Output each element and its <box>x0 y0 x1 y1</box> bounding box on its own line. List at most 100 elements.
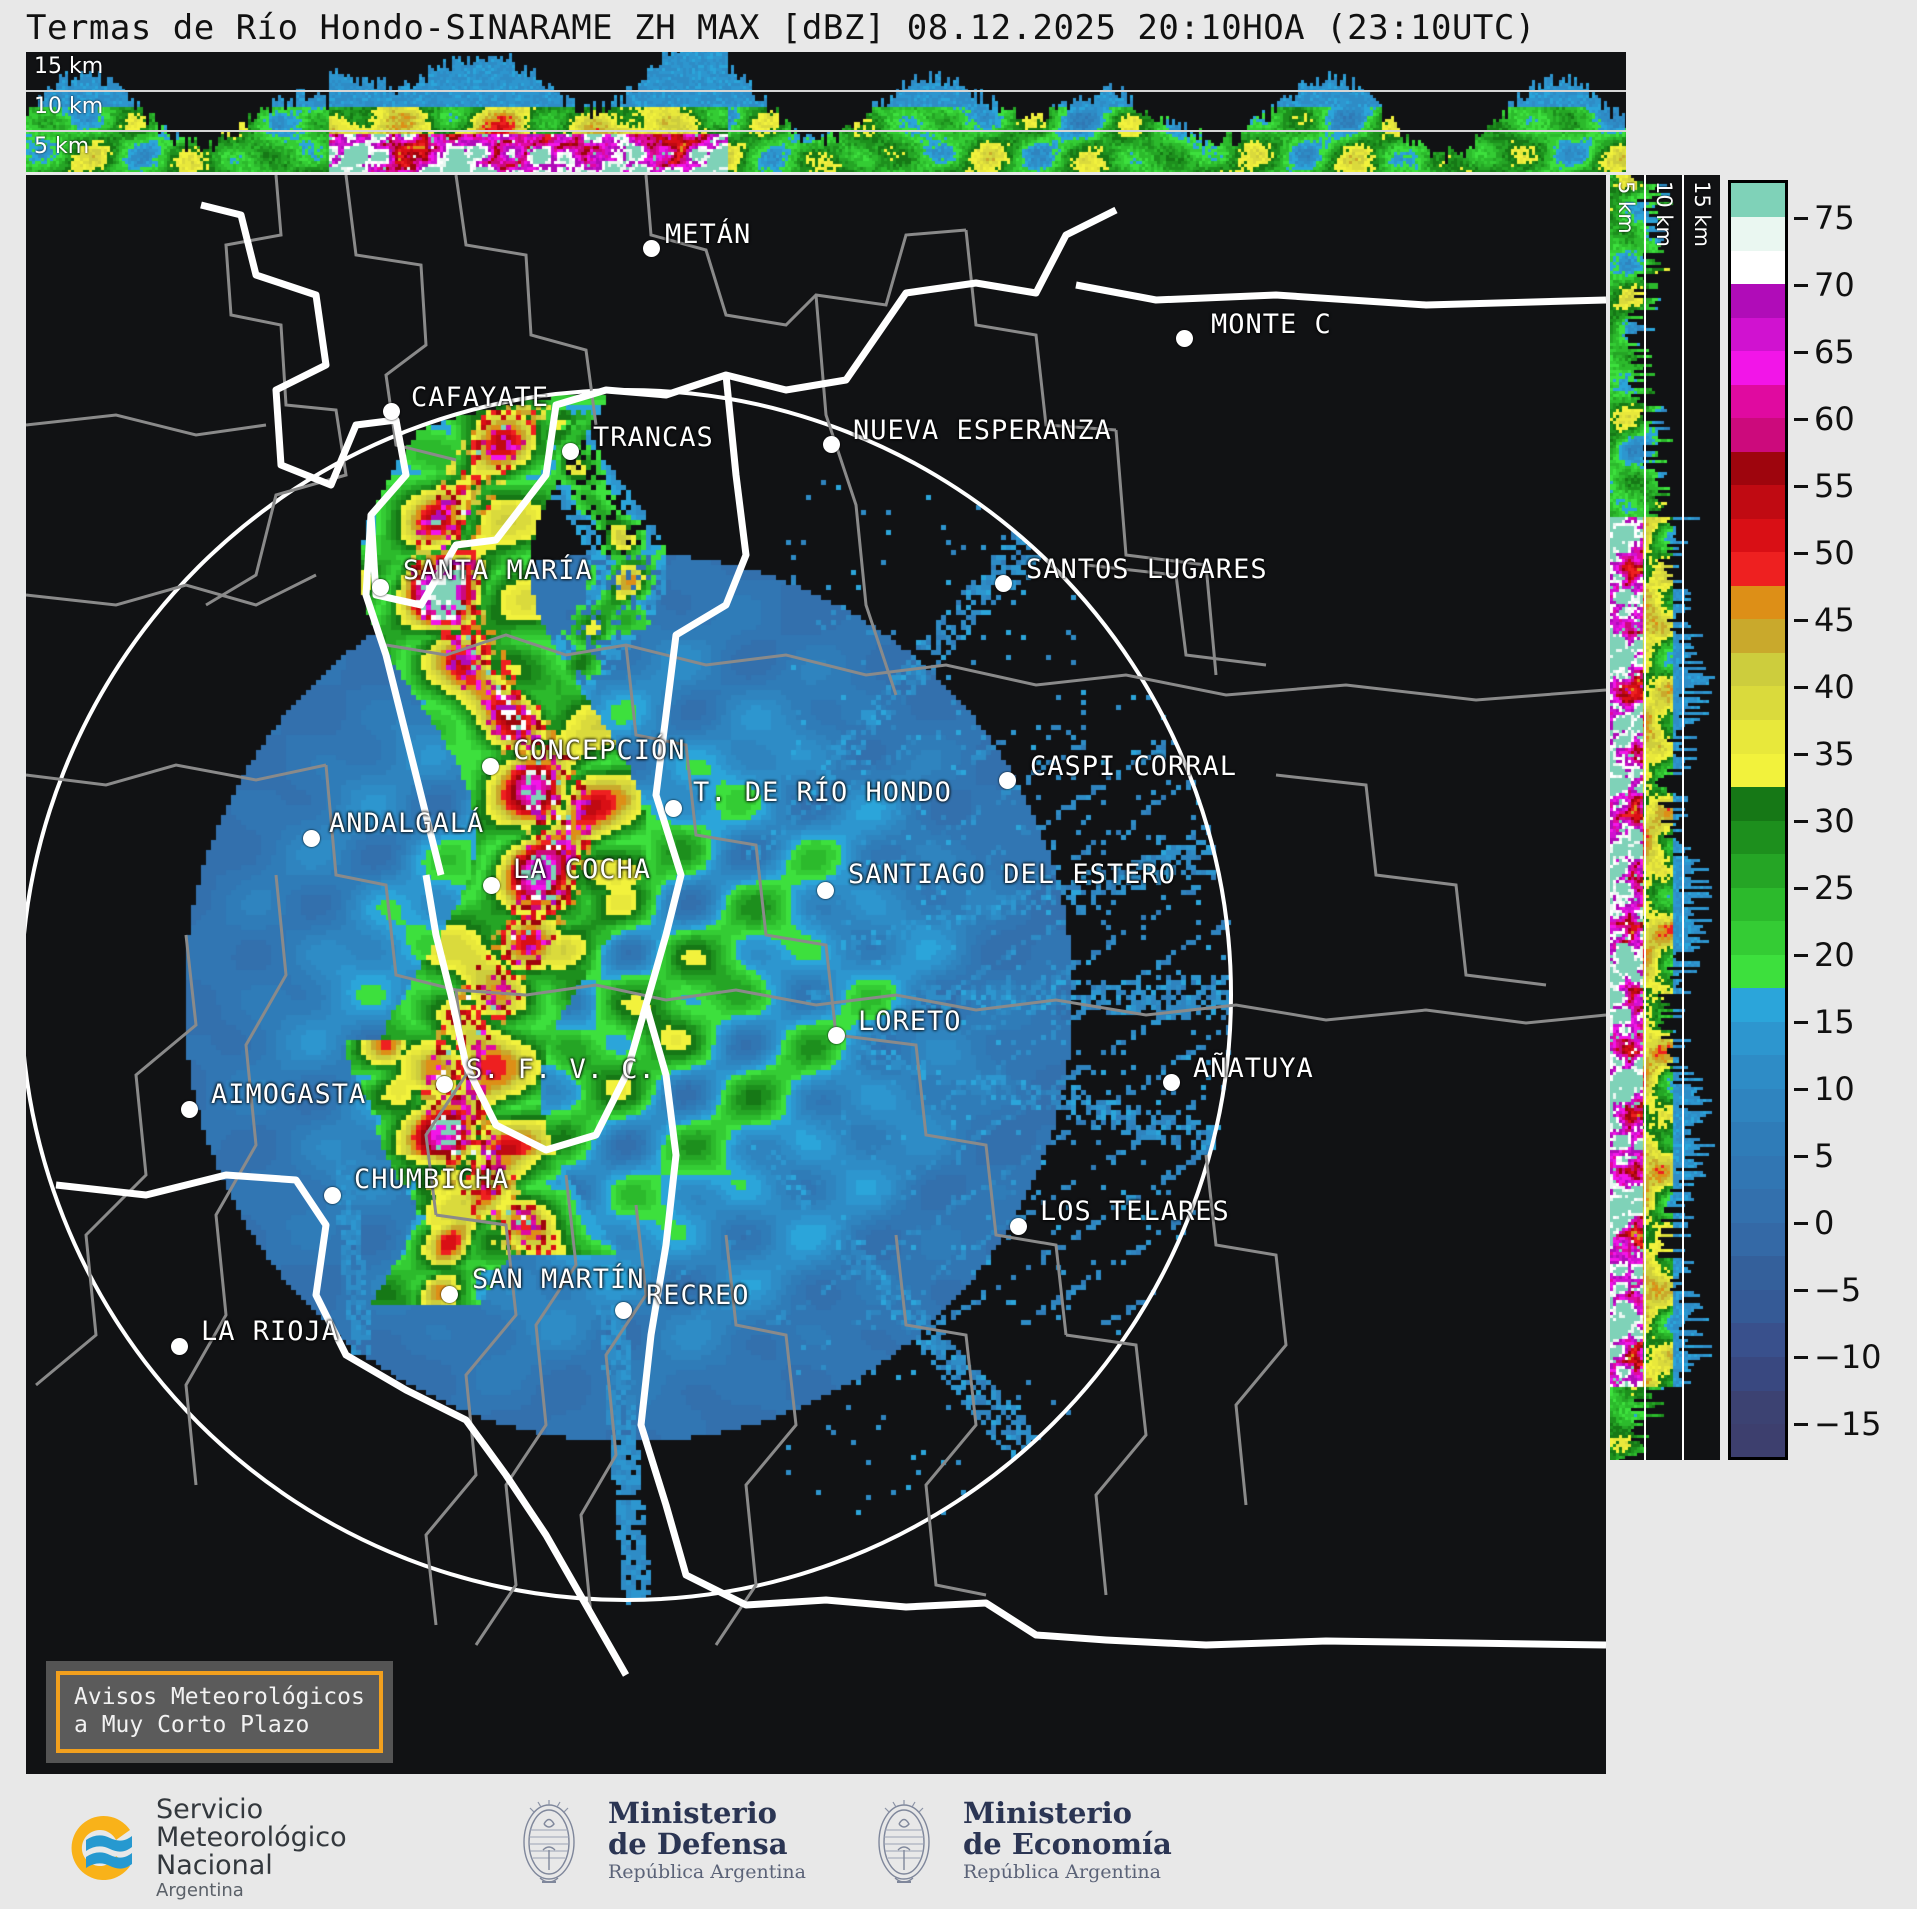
height-gridline-5km-v <box>1644 175 1646 1460</box>
colorbar-tick-label: 60 <box>1814 399 1855 438</box>
department-boundaries <box>26 175 1606 1646</box>
city-dot <box>828 1027 845 1044</box>
colorbar-tick <box>1794 1088 1808 1092</box>
smn-line-2: Meteorológico <box>156 1822 347 1854</box>
city-dot <box>615 1302 632 1319</box>
city-dot <box>436 1076 453 1093</box>
city-dot <box>383 403 400 420</box>
colorbar-segment <box>1731 283 1785 318</box>
colorbar-tick <box>1794 216 1808 220</box>
colorbar-segment <box>1731 518 1785 553</box>
mineco-line-3: República Argentina <box>963 1861 1161 1884</box>
city-dot <box>372 579 389 596</box>
colorbar-segment <box>1731 1121 1785 1156</box>
colorbar-tick-label: 45 <box>1814 600 1855 639</box>
colorbar-ticks: 75 70 65 60 55 50 45 40 35 30 25 20 15 10 5 0 −5 −10 −15 <box>1788 180 1898 1460</box>
colorbar-segment <box>1731 1389 1785 1425</box>
cross-section-right-panel: 5 km 10 km 15 km <box>1610 175 1720 1460</box>
colorbar-tick <box>1794 752 1808 756</box>
city-dot <box>1163 1074 1180 1091</box>
colorbar-segment <box>1731 954 1785 989</box>
colorbar-segment <box>1731 1021 1785 1056</box>
city-dot <box>999 772 1016 789</box>
colorbar-segment <box>1731 887 1785 922</box>
city-dot <box>817 882 834 899</box>
colorbar-segment <box>1731 585 1785 620</box>
city-dot <box>181 1101 198 1118</box>
colorbar-tick-label: 5 <box>1814 1137 1835 1176</box>
footer-logos: Servicio Meteorológico Nacional Argentin… <box>0 1774 1917 1909</box>
colorbar-segment <box>1731 317 1785 352</box>
city-dot <box>482 758 499 775</box>
radar-map-panel[interactable]: METÁN MONTE C CAFAYATE TRANCAS NUEVA ESPERAN… <box>26 175 1606 1775</box>
colorbar-tick <box>1794 283 1808 287</box>
cross-section-top-canvas <box>26 52 1626 172</box>
colorbar-segment <box>1731 551 1785 586</box>
city-dot <box>303 830 320 847</box>
colorbar-tick-label: 25 <box>1814 869 1855 908</box>
colorbar-segment <box>1731 350 1785 385</box>
smn-line-3: Nacional <box>156 1850 273 1882</box>
height-gridline-5km <box>26 130 1626 132</box>
height-label-10km-v: 10 km <box>1652 181 1676 248</box>
argentina-coat-of-arms-icon-2 <box>865 1798 949 1884</box>
radar-echo-canvas <box>26 175 1606 1775</box>
colorbar-segment <box>1731 920 1785 955</box>
colorbar-tick-label: 0 <box>1814 1204 1835 1243</box>
height-label-15km-v: 15 km <box>1690 181 1714 248</box>
colorbar-segment <box>1731 820 1785 855</box>
colorbar-segment <box>1731 1289 1785 1324</box>
colorbar-tick <box>1794 350 1808 354</box>
colorbar-segment <box>1731 685 1785 721</box>
colorbar-tick-label: −5 <box>1814 1271 1862 1310</box>
colorbar-tick-label: 65 <box>1814 332 1855 371</box>
colorbar-tick-label: 70 <box>1814 265 1855 304</box>
city-dot <box>1176 330 1193 347</box>
city-dot <box>643 240 660 257</box>
warning-line-2: a Muy Corto Plazo <box>74 1711 310 1738</box>
logo-smn: Servicio Meteorológico Nacional Argentin… <box>58 1794 347 1901</box>
colorbar-tick-label: 20 <box>1814 936 1855 975</box>
height-label-5km-v: 5 km <box>1614 181 1638 234</box>
city-dot <box>1010 1218 1027 1235</box>
colorbar-segment <box>1731 652 1785 687</box>
colorbar-tick <box>1794 1222 1808 1226</box>
colorbar-tick <box>1794 685 1808 689</box>
colorbar-tick <box>1794 1289 1808 1293</box>
colorbar-segment <box>1731 618 1785 653</box>
city-dot <box>823 436 840 453</box>
map-overlay-vectors <box>26 175 1606 1677</box>
height-gridline-10km <box>26 90 1626 92</box>
colorbar-tick-label: 55 <box>1814 466 1855 505</box>
mindef-line-2: de Defensa <box>608 1826 788 1861</box>
page-title: Termas de Río Hondo-SINARAME ZH MAX [dBZ… <box>26 8 1536 48</box>
colorbar-tick-label: 30 <box>1814 802 1855 840</box>
radar-range-ring <box>26 388 1233 1602</box>
colorbar-tick-label: −15 <box>1814 1405 1882 1444</box>
colorbar-segment <box>1731 384 1785 419</box>
cross-section-top-panel: 15 km 10 km 5 km <box>26 52 1626 172</box>
mineco-line-2: de Economía <box>963 1826 1172 1861</box>
colorbar-segment <box>1731 250 1785 285</box>
colorbar-segment <box>1731 853 1785 888</box>
colorbar-tick-label: −10 <box>1814 1338 1882 1377</box>
colorbar-segment <box>1731 719 1785 754</box>
height-gridline-10km-v <box>1682 175 1684 1460</box>
smn-logo-text: Servicio Meteorológico Nacional Argentin… <box>156 1794 347 1901</box>
colorbar-tick-label: 40 <box>1814 667 1855 706</box>
colorbar-tick <box>1794 887 1808 891</box>
nowcast-warning-box[interactable]: Avisos Meteorológicos a Muy Corto Plazo <box>56 1670 383 1753</box>
ministerio-defensa-text: Ministerio de Defensa República Argentin… <box>608 1798 806 1883</box>
colorbar-tick <box>1794 1356 1808 1360</box>
warning-line-1: Avisos Meteorológicos <box>74 1683 365 1710</box>
smn-line-1: Servicio <box>156 1794 264 1825</box>
colorbar-tick <box>1794 1021 1808 1025</box>
province-boundaries <box>55 201 1606 1677</box>
height-label-5km: 5 km <box>34 134 90 159</box>
cross-section-right-canvas <box>1610 175 1720 1460</box>
colorbar-tick-label: 50 <box>1814 533 1855 572</box>
colorbar-segment <box>1731 1356 1785 1391</box>
colorbar-segment <box>1731 216 1785 251</box>
city-dot <box>324 1187 341 1204</box>
